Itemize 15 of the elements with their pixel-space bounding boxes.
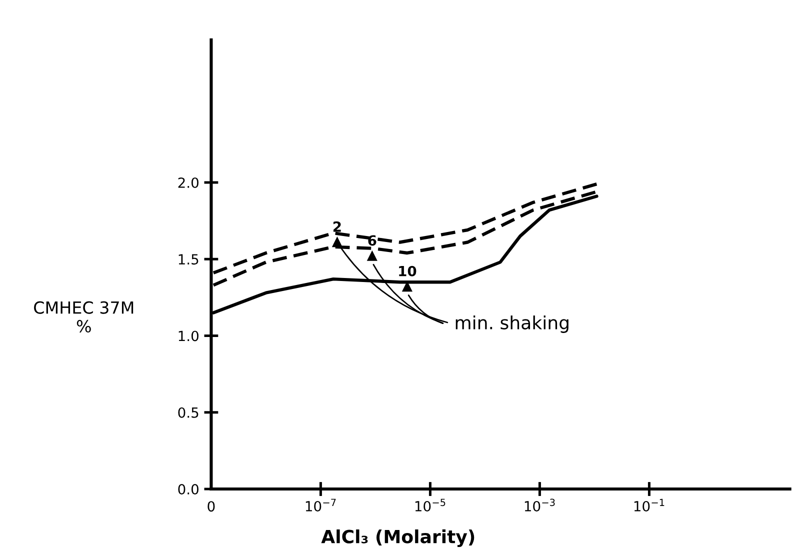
annotation: 10: [399, 266, 416, 276]
x-tick-label: 10$^{−3}$: [524, 498, 555, 512]
annotation: min. shaking: [456, 315, 568, 333]
y-tick-label: 0.5: [178, 407, 198, 418]
y-axis-title: CMHEC 37M %: [34, 301, 134, 333]
x-tick-label: 0: [208, 501, 215, 512]
x-tick-label: 10$^{−1}$: [634, 498, 664, 512]
x-tick-label: 10$^{−5}$: [415, 498, 446, 512]
y-tick-label: 1.0: [178, 330, 198, 342]
x-tick-label: 10$^{−7}$: [306, 498, 336, 512]
annotation: 2: [333, 221, 341, 232]
y-tick-label: 2.0: [178, 177, 198, 188]
y-tick-label: 1.5: [178, 254, 198, 265]
y-tick-label: 0.0: [178, 484, 198, 494]
x-axis-title: AlCl₃ (Molarity): [321, 529, 474, 548]
